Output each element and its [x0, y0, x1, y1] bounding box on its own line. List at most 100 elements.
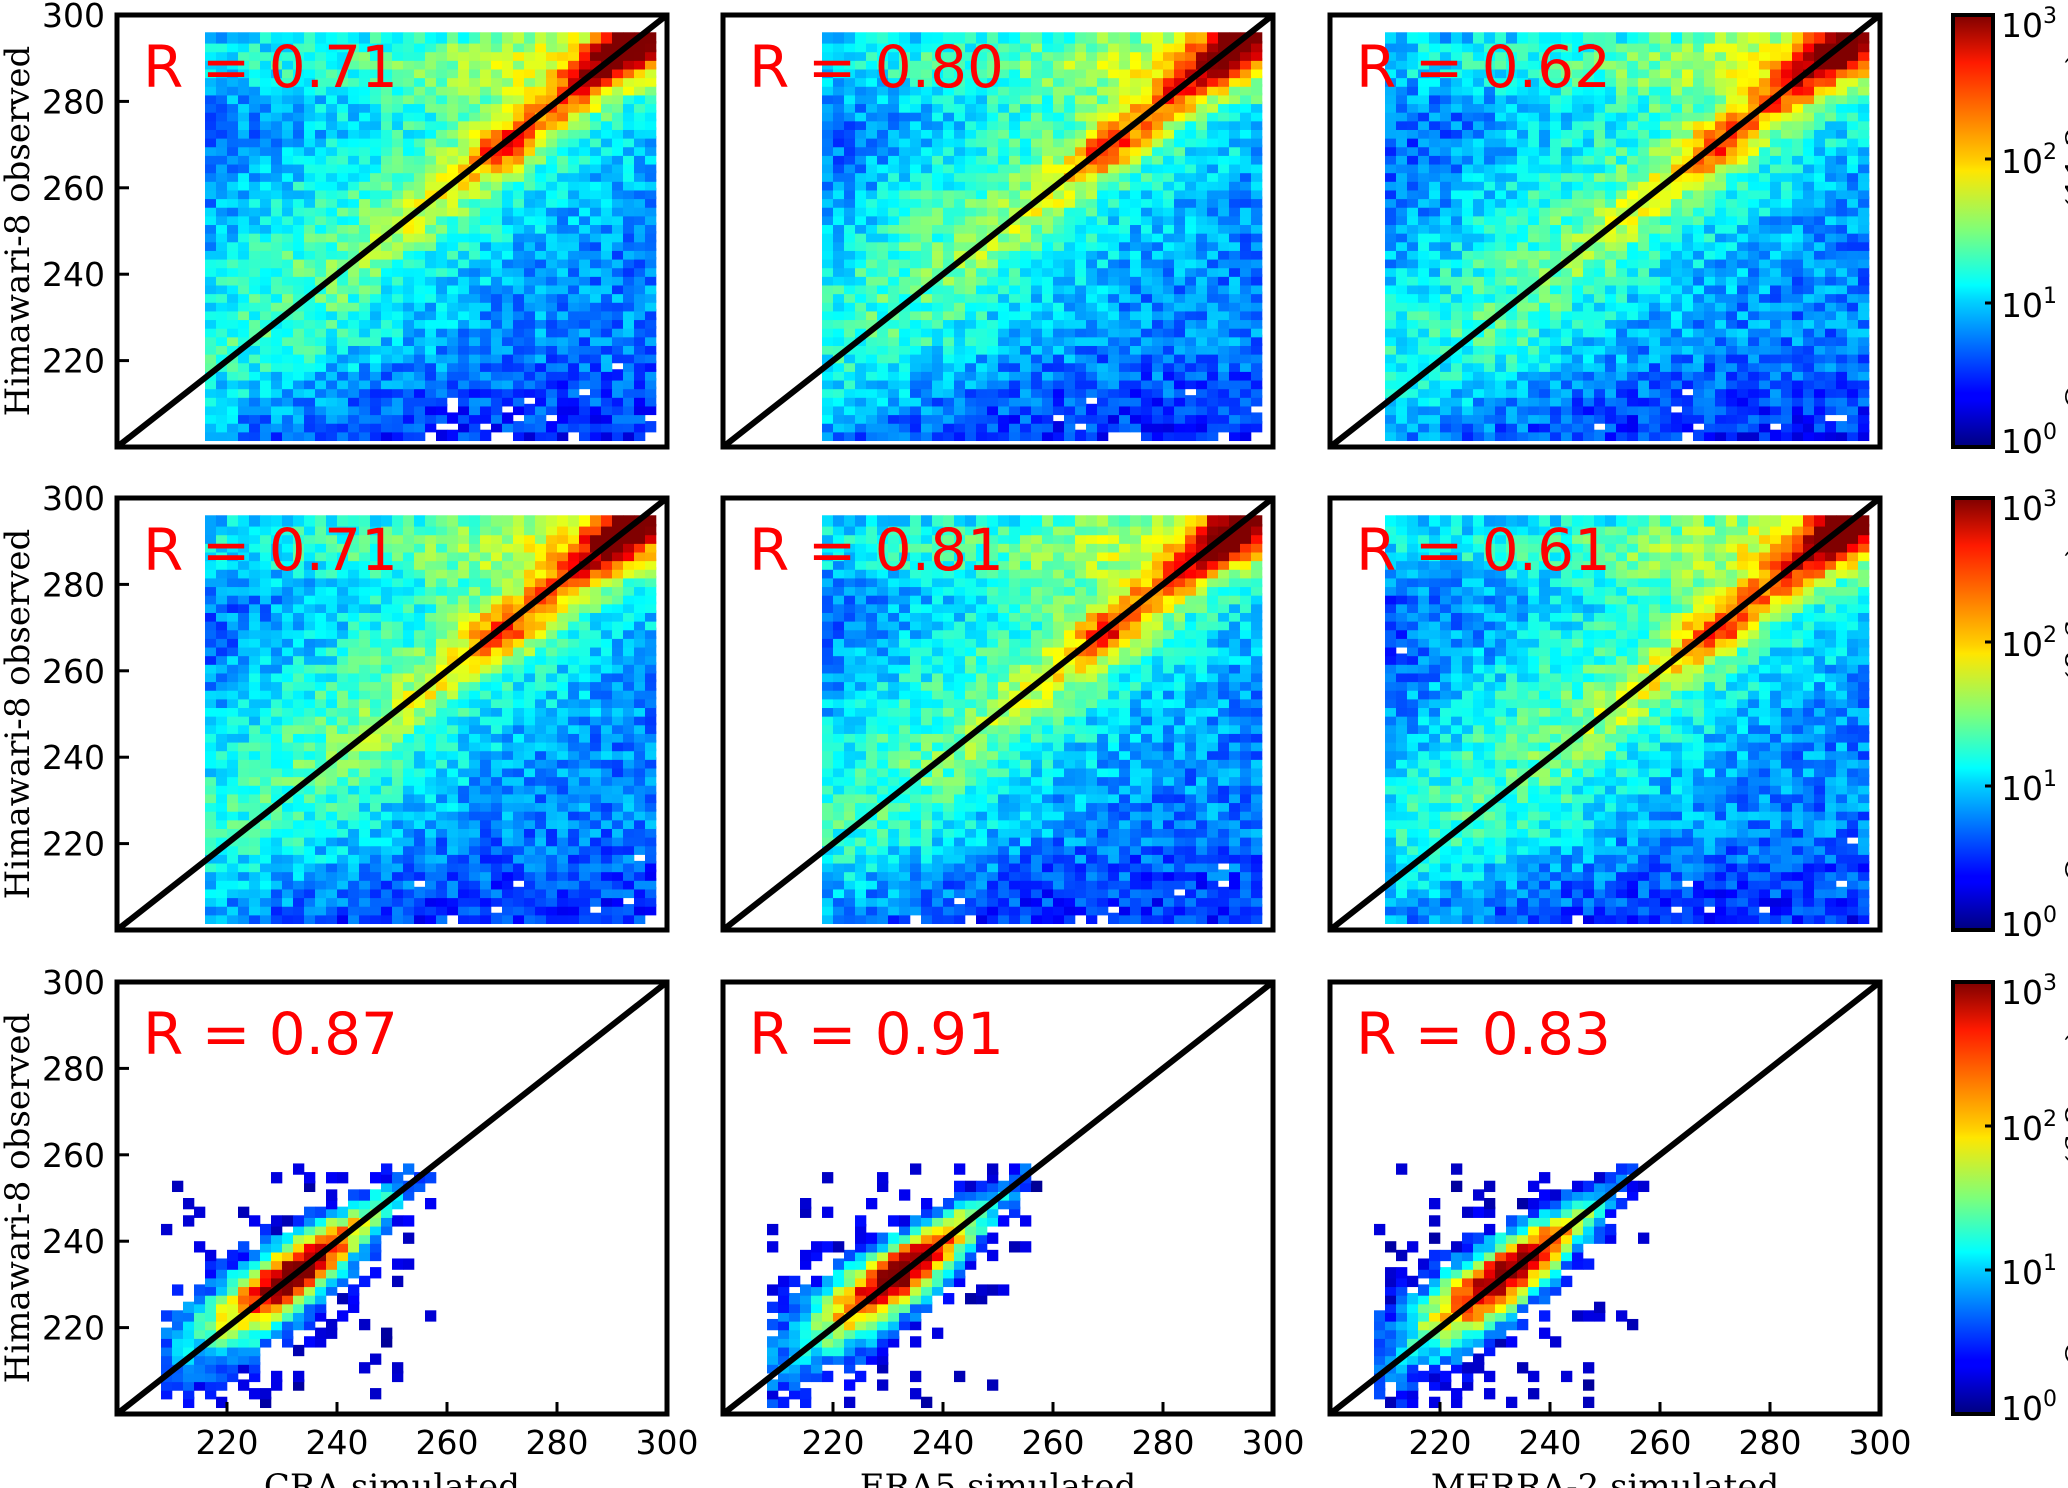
heat-cell: [1418, 403, 1430, 416]
heat-cell: [1539, 265, 1551, 277]
heat-cell: [1506, 395, 1518, 407]
heat-cell: [822, 127, 834, 139]
heat-cell: [1174, 205, 1186, 217]
heat-cell: [1064, 75, 1076, 87]
heat-cell: [954, 179, 966, 191]
heat-cell: [1240, 213, 1252, 226]
heat-cell: [1550, 369, 1562, 381]
heat-cell: [249, 92, 261, 105]
heat-cell: [359, 170, 371, 182]
heat-cell: [1506, 265, 1518, 277]
heat-cell: [216, 256, 228, 269]
heat-cell: [205, 153, 217, 165]
heat-cell: [1748, 403, 1760, 416]
heat-cell: [205, 66, 217, 79]
heat-cell: [1086, 239, 1098, 251]
heat-cell: [1163, 170, 1175, 182]
heat-cell: [1218, 92, 1230, 105]
heat-cell: [370, 222, 382, 234]
heat-cell: [205, 222, 217, 234]
heat-cell: [1594, 326, 1606, 338]
heat-cell: [1660, 403, 1672, 416]
heat-cell: [1031, 317, 1043, 329]
heat-cell: [381, 222, 393, 234]
heat-cell: [348, 179, 360, 191]
heat-cell: [1836, 300, 1848, 312]
heat-cell: [645, 421, 657, 433]
heat-cell: [822, 84, 834, 96]
heat-cell: [359, 421, 371, 433]
heat-cell: [1064, 412, 1076, 424]
heat-cell: [337, 187, 349, 200]
heat-cell: [822, 369, 834, 381]
heat-cell: [1506, 291, 1518, 303]
heat-cell: [1174, 343, 1186, 355]
heat-cell: [1517, 403, 1529, 416]
heat-cell: [238, 32, 250, 44]
heat-cell: [469, 421, 481, 433]
heat-cell: [1020, 110, 1032, 122]
heat-cell: [1141, 231, 1153, 243]
heat-cell: [370, 49, 382, 61]
heat-cell: [954, 403, 966, 416]
heat-cell: [987, 66, 999, 79]
heat-cell: [579, 49, 591, 61]
heat-cell: [392, 101, 404, 113]
heat-cell: [579, 421, 591, 433]
heat-cell: [1185, 84, 1197, 96]
heat-cell: [1726, 282, 1738, 295]
heat-cell: [535, 265, 547, 277]
heat-cell: [601, 282, 613, 295]
heat-cell: [888, 66, 900, 79]
heat-cell: [1229, 377, 1241, 390]
heat-cell: [216, 110, 228, 122]
heat-cell: [1207, 32, 1219, 44]
heat-cell: [1440, 308, 1452, 321]
heat-cell: [447, 239, 459, 251]
heat-cell: [1759, 403, 1771, 416]
heat-cell: [513, 395, 525, 407]
heat-cell: [998, 127, 1010, 139]
heat-cell: [1130, 334, 1142, 346]
heat-cell: [998, 101, 1010, 113]
heat-cell: [1550, 213, 1562, 226]
heat-cell: [855, 101, 867, 113]
heat-cell: [1484, 403, 1496, 416]
heat-cell: [1539, 231, 1551, 243]
heat-cell: [1009, 49, 1021, 61]
heat-cell: [899, 135, 911, 148]
heat-cell: [1009, 377, 1021, 390]
heat-cell: [833, 196, 845, 208]
heat-cell: [205, 101, 217, 113]
heat-cell: [447, 196, 459, 208]
heat-cell: [1649, 222, 1661, 234]
heat-cell: [1119, 161, 1131, 174]
heat-cell: [1572, 421, 1584, 433]
heat-cell: [1781, 256, 1793, 269]
heat-cell: [1240, 101, 1252, 113]
heat-cell: [1075, 343, 1087, 355]
heat-cell: [1185, 118, 1197, 130]
heat-cell: [1781, 395, 1793, 407]
heat-cell: [1473, 369, 1485, 381]
heat-cell: [425, 205, 437, 217]
heat-cell: [502, 161, 514, 174]
heat-cell: [216, 92, 228, 105]
heat-cell: [480, 403, 492, 416]
heat-cell: [282, 32, 294, 44]
heat-cell: [381, 187, 393, 200]
heat-cell: [491, 222, 503, 234]
heat-cell: [932, 412, 944, 424]
heat-cell: [877, 144, 889, 156]
heat-cell: [899, 377, 911, 390]
heat-cell: [579, 66, 591, 79]
heat-cell: [987, 429, 999, 442]
heat-cell: [1218, 308, 1230, 321]
heat-cell: [568, 412, 580, 424]
heat-cell: [381, 196, 393, 208]
heat-cell: [381, 110, 393, 122]
heat-cell: [822, 386, 834, 398]
heat-cell: [601, 265, 613, 277]
heat-cell: [491, 118, 503, 130]
heat-cell: [1616, 343, 1628, 355]
